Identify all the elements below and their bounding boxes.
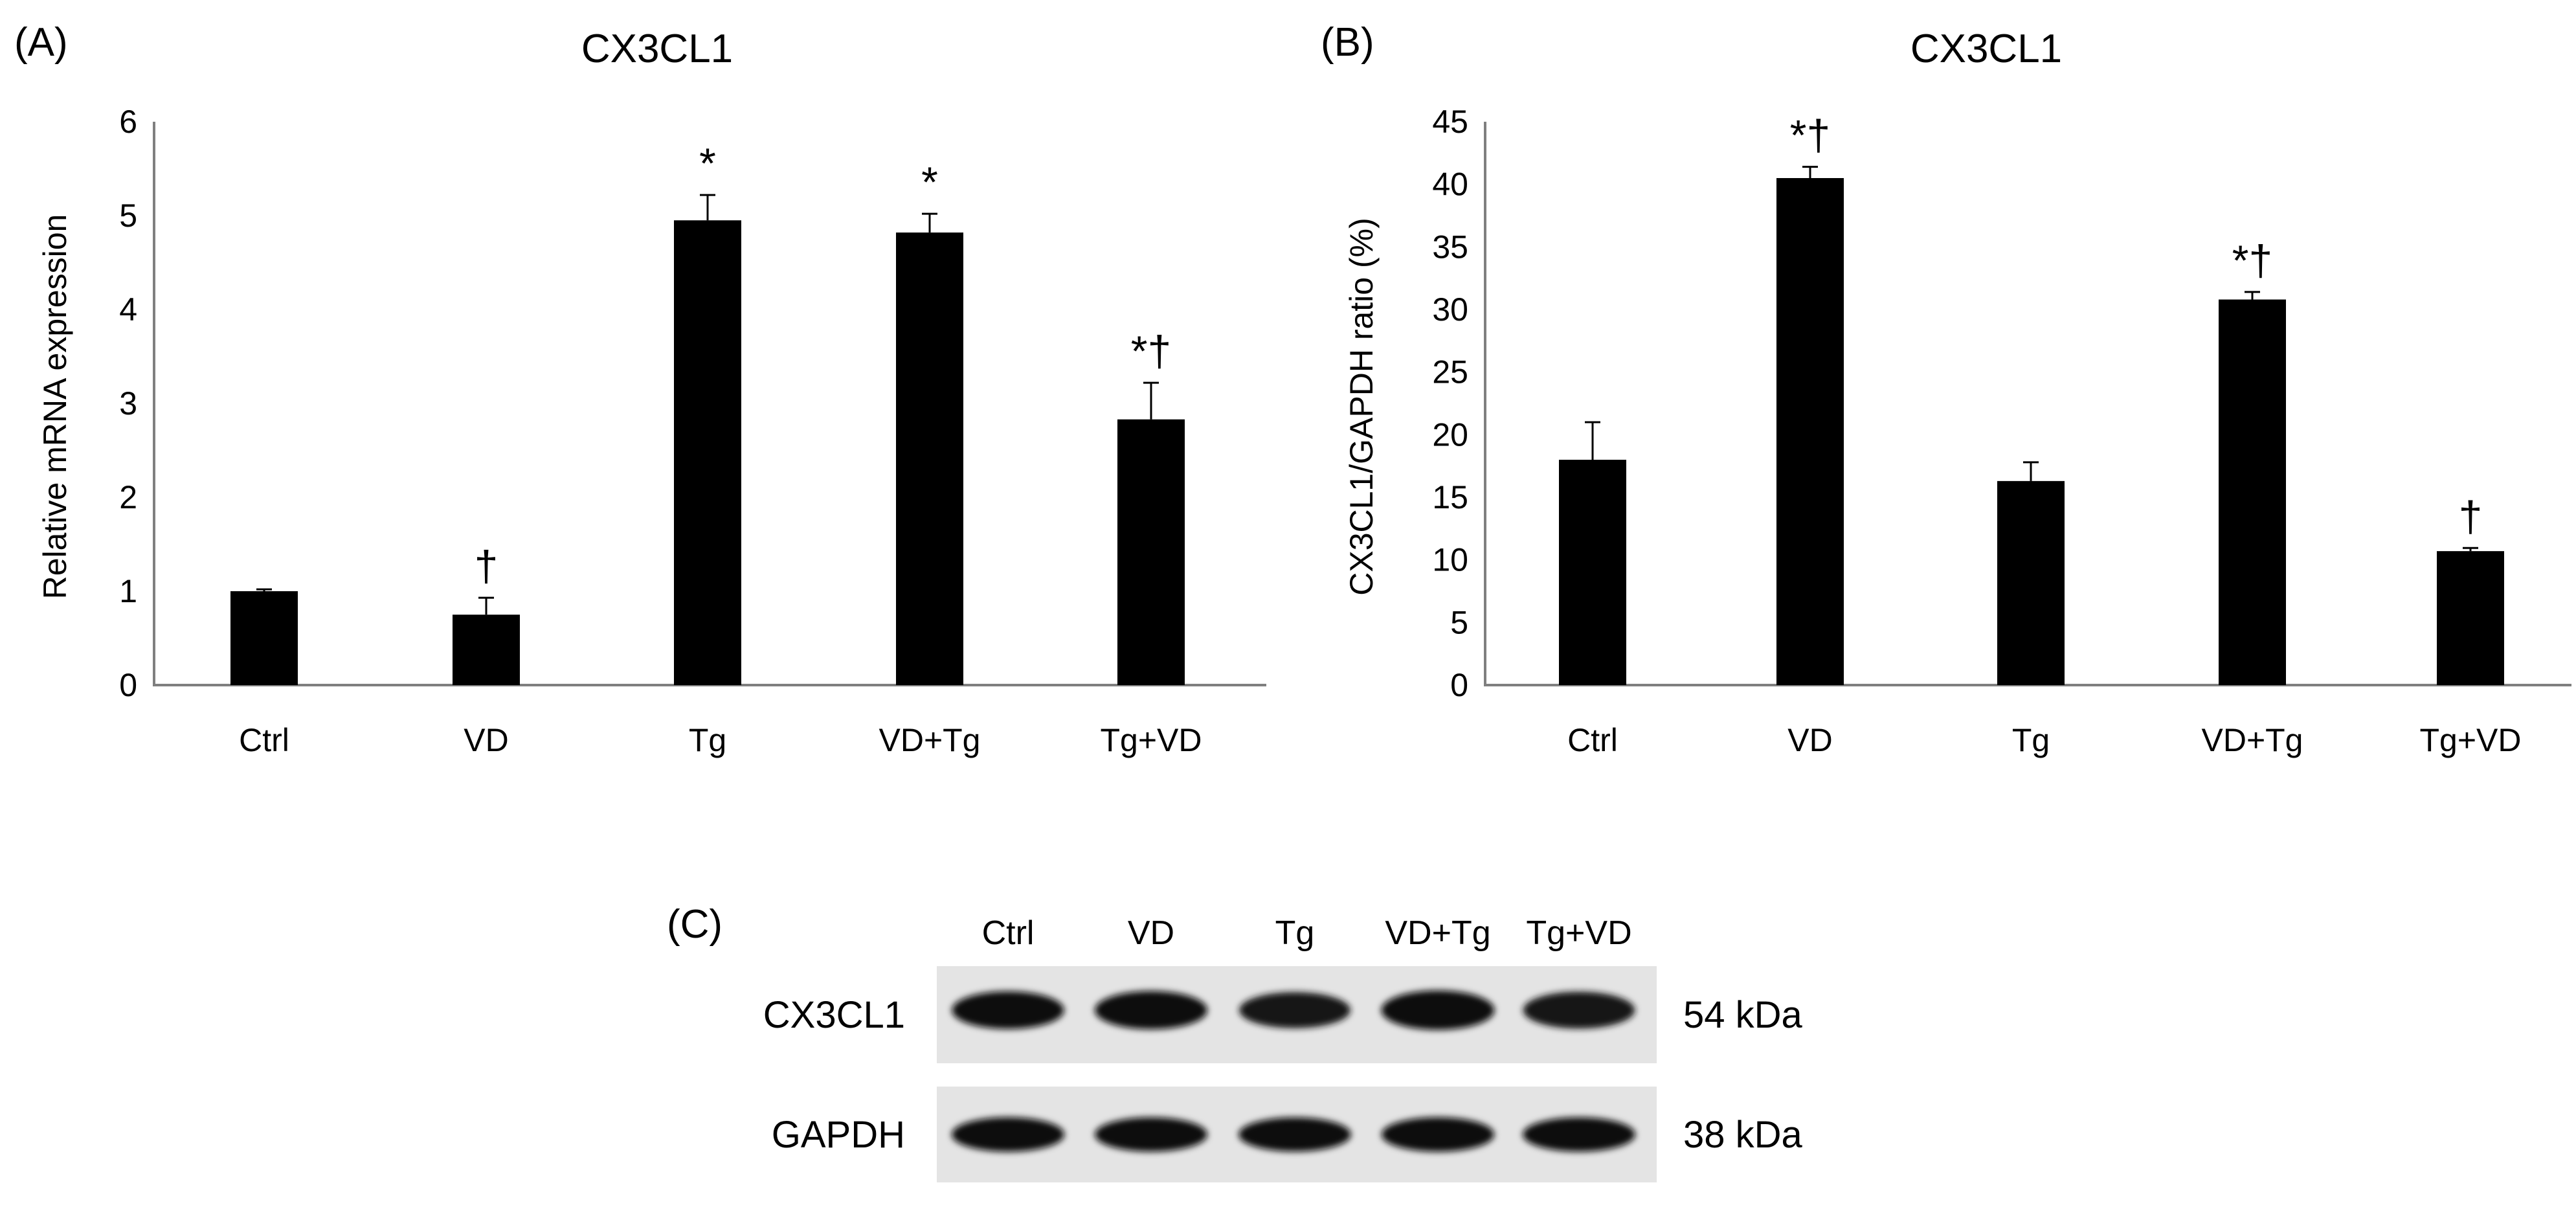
chart-b-y-tick-label: 20 <box>1432 416 1468 453</box>
chart-a-y-tick-label: 6 <box>119 104 137 140</box>
chart-a-annotations: † * * *† <box>475 139 1172 590</box>
chart-a-y-tick-label: 5 <box>119 197 137 234</box>
chart-b-y-axis-label: CX3CL1/GAPDH ratio (%) <box>1343 218 1380 596</box>
chart-b-category-label: VD+Tg <box>2201 722 2303 758</box>
chart-a-y-tick-label: 1 <box>119 573 137 609</box>
chart-b-significance-label: *† <box>2232 236 2272 284</box>
chart-a-y-tick-label: 2 <box>119 479 137 515</box>
chart-a: (A) CX3CL1 Relative mRNA expression 0 1 2 3… <box>14 20 1266 758</box>
western-blot: (C) Ctrl VD Tg VD+Tg Tg+VD CX3CL1 54 kDa GAPDH… <box>667 902 1803 1182</box>
chart-a-panel-label: (A) <box>14 20 68 65</box>
blot-row-gapdh: GAPDH 38 kDa <box>772 1087 1803 1182</box>
chart-b-error-bar <box>1802 166 1818 178</box>
chart-a-error-bar <box>1143 381 1159 420</box>
chart-a-error-bar <box>478 596 494 615</box>
chart-a-y-tick-label: 3 <box>119 385 137 422</box>
blot-size-label: 54 kDa <box>1683 994 1803 1036</box>
chart-a-category-label: Ctrl <box>239 722 289 758</box>
chart-b-y-tick-label: 30 <box>1432 291 1468 328</box>
chart-a-category-label: Tg+VD <box>1100 722 1202 758</box>
blot-protein-label: GAPDH <box>772 1114 905 1156</box>
chart-b-bar-tg-plus-vd <box>2437 551 2504 685</box>
chart-b-error-bar <box>1585 421 1600 460</box>
chart-b-significance-label: † <box>2459 492 2483 540</box>
blot-size-label: 38 kDa <box>1683 1114 1803 1156</box>
chart-b-category-label: Ctrl <box>1567 722 1618 758</box>
chart-b-y-tick-label: 10 <box>1432 542 1468 578</box>
chart-a-error-bar <box>922 212 937 233</box>
chart-a-y-axis-label: Relative mRNA expression <box>37 214 73 600</box>
chart-a-y-ticks: 0 1 2 3 4 5 6 <box>119 104 137 703</box>
chart-b-y-tick-label: 25 <box>1432 354 1468 390</box>
chart-a-bar-tg-plus-vd <box>1117 419 1185 685</box>
chart-b-annotations: *† *† † <box>1790 111 2483 541</box>
chart-b-bar-vd <box>1776 178 1844 685</box>
chart-b-y-tick-label: 40 <box>1432 166 1468 203</box>
chart-b-y-tick-label: 45 <box>1432 104 1468 140</box>
chart-b-y-ticks: 0 5 10 15 20 25 30 35 40 45 <box>1432 104 1468 703</box>
blot-rows: CX3CL1 54 kDa GAPDH 38 kDa <box>763 966 1803 1182</box>
chart-a-bar-vd <box>453 615 520 685</box>
blot-panel-label: (C) <box>667 902 722 947</box>
chart-b-error-bar <box>2463 547 2478 552</box>
blot-band <box>1523 1117 1635 1152</box>
chart-b-panel-label: (B) <box>1321 20 1374 65</box>
chart-a-categories: Ctrl VD Tg VD+Tg Tg+VD <box>239 722 1202 758</box>
blot-band <box>1239 992 1350 1028</box>
chart-a-significance-label: † <box>475 542 498 590</box>
chart-b-category-label: Tg <box>2012 722 2050 758</box>
chart-b-category-label: Tg+VD <box>2419 722 2521 758</box>
chart-a-category-label: Tg <box>689 722 726 758</box>
chart-a-title: CX3CL1 <box>581 27 733 71</box>
blot-band <box>1095 991 1207 1030</box>
blot-lane-label: Tg <box>1275 914 1315 952</box>
chart-b-title: CX3CL1 <box>1910 27 2062 71</box>
blot-lane-label: VD <box>1128 914 1174 952</box>
chart-a-bars <box>230 220 1185 686</box>
chart-b-y-tick-label: 15 <box>1432 479 1468 515</box>
chart-b-y-tick-label: 5 <box>1450 604 1468 640</box>
blot-band <box>1523 991 1635 1029</box>
chart-b-error-bars <box>1585 166 2478 552</box>
chart-b-y-tick-label: 0 <box>1450 667 1468 703</box>
chart-a-bar-vd-plus-tg <box>896 232 963 686</box>
blot-band <box>1095 1117 1207 1152</box>
blot-band <box>1381 1117 1495 1152</box>
chart-b-bar-vd-plus-tg <box>2219 299 2286 685</box>
chart-b-significance-label: *† <box>1790 111 1830 159</box>
chart-b-bars <box>1559 178 2504 685</box>
chart-a-significance-label: *† <box>1131 327 1171 375</box>
chart-b-category-label: VD <box>1787 722 1832 758</box>
blot-row-cx3cl1: CX3CL1 54 kDa <box>763 966 1803 1063</box>
chart-a-bar-tg <box>674 220 741 685</box>
chart-a-category-label: VD+Tg <box>879 722 980 758</box>
chart-a-error-bars <box>256 194 1159 615</box>
chart-a-significance-label: * <box>921 158 938 206</box>
chart-a-significance-label: * <box>699 139 716 187</box>
chart-b-bar-ctrl <box>1559 460 1626 685</box>
blot-band <box>1381 990 1495 1030</box>
blot-band <box>1238 1117 1351 1152</box>
chart-b-error-bar <box>2245 291 2260 300</box>
blot-lane-label: VD+Tg <box>1385 914 1490 952</box>
chart-b-bar-tg <box>1997 480 2065 685</box>
chart-a-error-bar <box>256 588 272 591</box>
chart-b-error-bar <box>2023 461 2039 481</box>
blot-band <box>951 1117 1065 1152</box>
chart-b: (B) CX3CL1 CX3CL1/GAPDH ratio (%) 0 5 10 15… <box>1321 20 2571 758</box>
blot-lane-label: Ctrl <box>982 914 1035 952</box>
chart-a-bar-ctrl <box>230 591 298 685</box>
chart-b-y-tick-label: 35 <box>1432 229 1468 265</box>
chart-a-y-tick-label: 0 <box>119 667 137 703</box>
chart-a-y-tick-label: 4 <box>119 291 137 328</box>
chart-b-categories: Ctrl VD Tg VD+Tg Tg+VD <box>1567 722 2521 758</box>
blot-band <box>952 991 1064 1030</box>
chart-a-error-bar <box>700 194 715 221</box>
blot-lane-labels: Ctrl VD Tg VD+Tg Tg+VD <box>982 914 1632 952</box>
blot-lane-label: Tg+VD <box>1526 914 1631 952</box>
blot-protein-label: CX3CL1 <box>763 994 905 1036</box>
chart-a-category-label: VD <box>464 722 508 758</box>
